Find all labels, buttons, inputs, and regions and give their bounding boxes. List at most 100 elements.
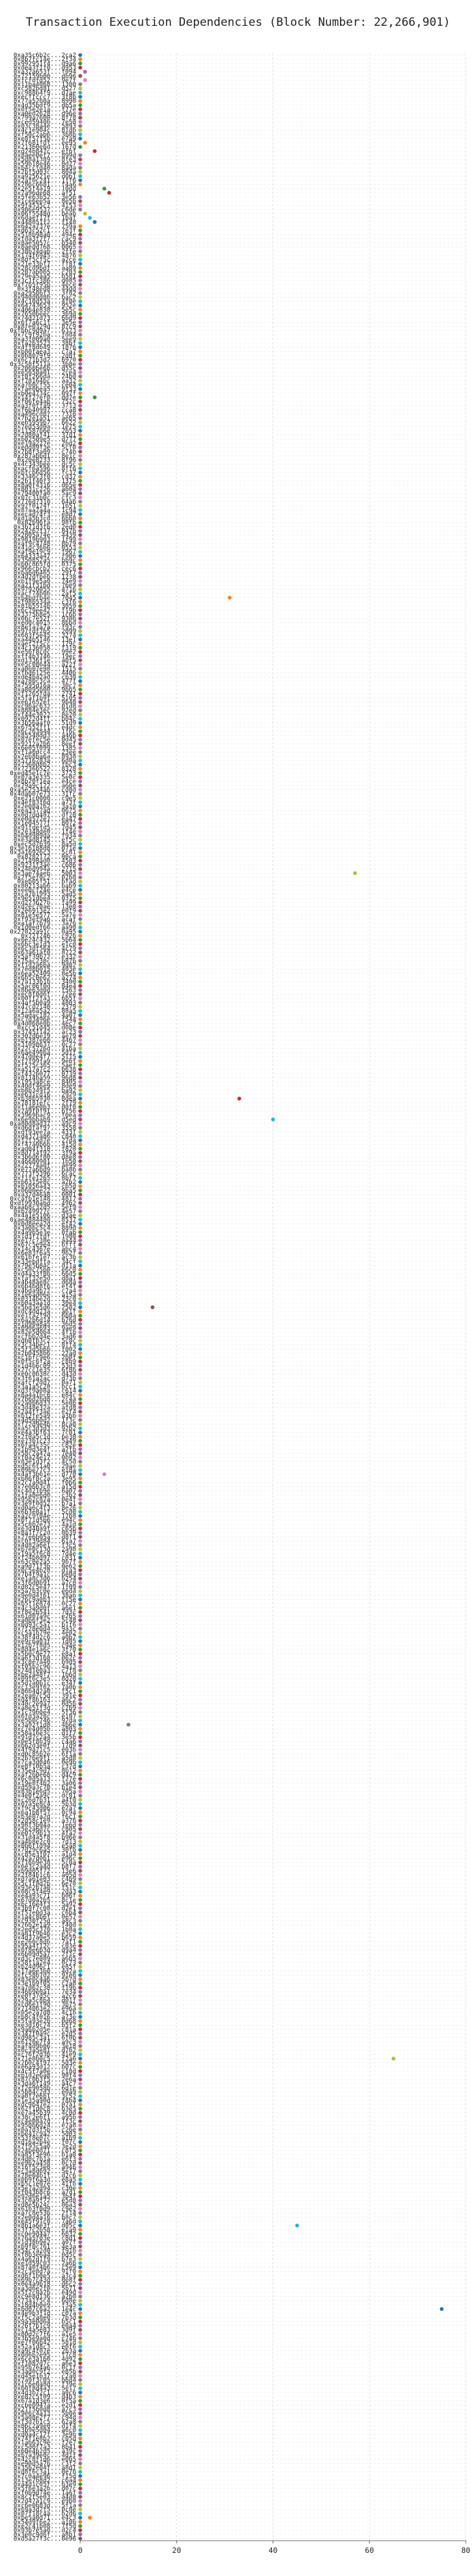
tx-point xyxy=(78,1251,82,1255)
y-tick-label: 0xdc4dd23a...a61f xyxy=(14,1309,76,1316)
tx-point xyxy=(78,587,82,592)
tx-point xyxy=(78,2019,82,2023)
y-tick-label: 0x69a3d2f5...0c8e xyxy=(14,2507,76,2514)
y-tick-label: 0x78e04b1f...d2c6 xyxy=(14,2172,76,2179)
tx-point xyxy=(78,1075,82,1080)
tx-point xyxy=(78,82,82,86)
y-tick-label: 0x0314be2d...23c0 xyxy=(14,1296,76,1303)
tx-point xyxy=(78,1881,82,1886)
y-tick-label: 0x0f5c6f2a...c8b9 xyxy=(14,1359,76,1365)
tx-point xyxy=(78,2253,82,2257)
y-tick-label: 0x80213ab6...bab9 xyxy=(14,883,76,890)
tx-point xyxy=(78,224,82,228)
grid-layer xyxy=(80,53,466,2541)
y-tick-label: 0x67552ff1...e4dc xyxy=(14,724,76,731)
y-tick-label: 0xb249977c...4e57 xyxy=(14,1209,76,1215)
y-tick-label: 0xed45e1c7e...3723 xyxy=(10,770,76,777)
dependency-point xyxy=(295,2223,299,2228)
tx-point xyxy=(78,1873,82,1877)
y-tick-label: 0xbe5a0d71...e4c3 xyxy=(14,2515,76,2522)
tx-point xyxy=(78,976,82,980)
y-tick-label: 0x966cbcb2...cec6 xyxy=(14,566,76,573)
y-tick-label: 0x0b9f6a3d...e8a5 xyxy=(14,2177,76,2184)
y-tick-label: 0x1d4b6c09...53d3 xyxy=(14,1363,76,1370)
y-tick-label: 0xfae0bea5...9f33 xyxy=(14,387,76,393)
tx-point xyxy=(78,1810,82,1814)
y-tick-label: 0x42c8f1d6...e0b5 xyxy=(14,2456,76,2463)
tx-point xyxy=(78,2190,82,2194)
tx-point xyxy=(78,499,82,504)
y-tick-label: 0x0e24c432...5b64 xyxy=(14,937,76,944)
y-tick-label: 0x5c1f8d2b...6e70 xyxy=(14,1880,76,1887)
tx-point xyxy=(78,1914,82,1919)
tx-point xyxy=(78,1443,82,1447)
tx-point xyxy=(78,1618,82,1622)
tx-point xyxy=(78,253,82,257)
y-tick-label: 0x4e9b3f1d...c07a xyxy=(14,2310,76,2317)
y-tick-label: 0xc9e8d136...a2b0 xyxy=(14,2294,76,2301)
tx-point xyxy=(78,1764,82,1769)
tx-point xyxy=(78,904,82,909)
y-tick-label: 0x8be63d0d...f563 xyxy=(14,987,76,994)
tx-point xyxy=(78,863,82,867)
y-tick-label: 0x8ae5057c...b540 xyxy=(14,240,76,247)
y-tick-label: 0xe7f06b42...581d xyxy=(14,2340,76,2346)
tx-point xyxy=(78,1167,82,1172)
y-tick-label: 0x7d29c6a5...30fb xyxy=(14,1847,76,1854)
tx-point xyxy=(78,988,82,992)
y-tick-label: 0x786c6681...f4a6 xyxy=(14,182,76,189)
y-tick-label: 0x302dbe19...ae79 xyxy=(14,1033,76,1040)
y-tick-label: 0x2a4ff3ae...e2f4 xyxy=(14,1409,76,1416)
y-tick-label: 0xb9f0c761...4e3a xyxy=(14,2244,76,2251)
y-tick-label: 0x7140b3e2...e96a xyxy=(14,2006,76,2013)
tx-point xyxy=(78,675,82,679)
y-tick-label: 0x24be0d71...c8f5 xyxy=(14,2148,76,2155)
tx-point xyxy=(78,1435,82,1439)
tx-point xyxy=(78,2181,82,2186)
y-tick-label: 0xa3f009a0...5ee9 xyxy=(14,336,76,343)
y-tick-label: 0xeb05f51...bfad xyxy=(17,879,76,886)
tx-point xyxy=(78,1497,82,1501)
tx-point xyxy=(78,2537,82,2541)
y-tick-label: 0xa5e2534ab...cd8d xyxy=(10,787,76,793)
tx-point xyxy=(78,2119,82,2124)
y-tick-label: 0x7650beec...369d xyxy=(14,311,76,318)
tx-point xyxy=(78,1977,82,1982)
tx-point xyxy=(78,921,82,925)
dependency-point xyxy=(102,1472,107,1476)
tx-point xyxy=(78,1455,82,1460)
tx-point xyxy=(78,2027,82,2032)
y-tick-label: 0x7b4f9a1c...6e0d xyxy=(14,1572,76,1579)
y-tick-label: 0x6c0d5a13...f27e xyxy=(14,1776,76,1783)
y-tick-label: 0xa3d6e2f0...5b71 xyxy=(14,2285,76,2292)
y-tick-label: 0xc4d21b9e...6a07 xyxy=(14,1488,76,1495)
tx-point xyxy=(78,1389,82,1393)
tx-point xyxy=(78,2035,82,2040)
y-tick-label: 0xf50c2ab6...3b8b xyxy=(14,132,76,139)
y-tick-label: 0x5faf1b9f...5105 xyxy=(14,695,76,702)
tx-point xyxy=(78,1180,82,1184)
tx-point xyxy=(78,783,82,788)
y-tick-label: 0xc5d0f7a3...8b41 xyxy=(14,2444,76,2451)
y-tick-label: 0x95b7e4a6...0c1f xyxy=(14,2365,76,2372)
tx-point xyxy=(78,649,82,654)
y-tick-labels: 0xa35c6b2c...2ca20x8b7fc14e...2f340x9929… xyxy=(10,52,76,2543)
tx-point xyxy=(78,562,82,567)
tx-point xyxy=(78,391,82,395)
y-tick-label: 0x3b6d6f80...d8e8 xyxy=(14,1154,76,1161)
y-tick-label: 0xe6a93d12...b07c xyxy=(14,2064,76,2071)
tx-point xyxy=(78,303,82,308)
y-tick-label: 0xecad74f3...e8d7 xyxy=(14,512,76,518)
tx-point xyxy=(78,2344,82,2349)
tx-point xyxy=(78,2031,82,2036)
y-tick-label: 0xc14a5e83...3d9f xyxy=(14,2327,76,2334)
y-tick-label: 0x54d9f6e2...a10b xyxy=(14,2519,76,2526)
y-tick-label: 0x6b3e8a1f...5cd0 xyxy=(14,1509,76,1516)
y-tick-label: 0x13e7b8d2...c6a4 xyxy=(14,2477,76,2484)
tx-point xyxy=(78,1939,82,1944)
y-tick-label: 0x58c2a47a...7e40 xyxy=(14,1450,76,1457)
tx-point xyxy=(78,2123,82,2128)
y-tick-label: 0xf6b40997...cca8 xyxy=(14,407,76,414)
y-tick-label: 0x7c0a4e96...f15d xyxy=(14,2473,76,2480)
